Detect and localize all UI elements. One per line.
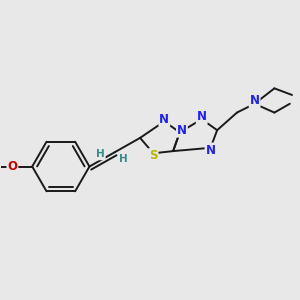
Text: O: O: [8, 160, 17, 173]
Text: S: S: [149, 149, 158, 162]
Text: N: N: [177, 124, 187, 137]
Text: N: N: [206, 143, 215, 157]
Text: H: H: [119, 154, 128, 164]
Text: N: N: [250, 94, 260, 107]
Text: H: H: [96, 149, 105, 159]
Text: N: N: [159, 113, 169, 126]
Text: N: N: [197, 110, 207, 124]
